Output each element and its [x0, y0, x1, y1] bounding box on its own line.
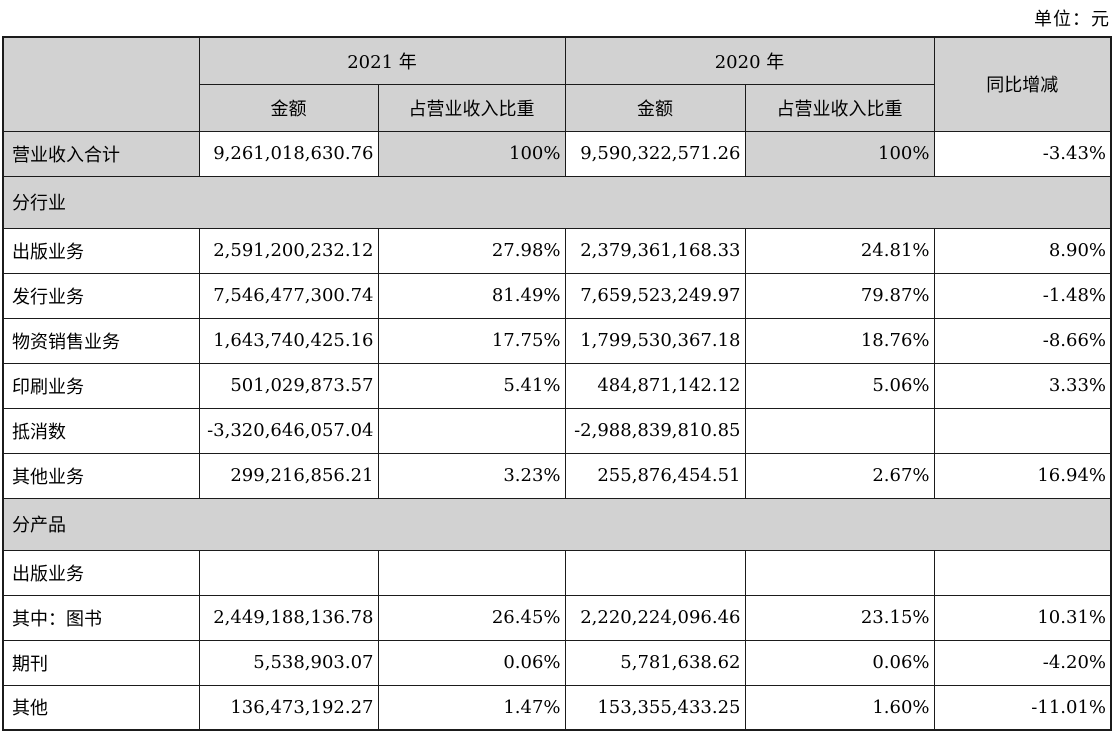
ratio-2021: 100% — [377, 130, 566, 177]
yoy-value: -4.20% — [933, 639, 1112, 686]
amount-2021: 1,643,740,425.16 — [198, 317, 379, 364]
ratio-2021: 81.49% — [377, 272, 566, 319]
row-label: 其中：图书 — [2, 594, 200, 641]
ratio-2021: 3.23% — [377, 452, 566, 499]
section-label: 分产品 — [2, 497, 1112, 551]
table-row: 出版业务 — [2, 549, 1112, 596]
yoy-value — [933, 407, 1112, 454]
year-2020-header: 2020 年 — [564, 36, 935, 85]
table-row: 营业收入合计 9,261,018,630.76 100% 9,590,322,571.… — [2, 130, 1112, 177]
yoy-value: -1.48% — [933, 272, 1112, 319]
amount-2020: 1,799,530,367.18 — [564, 317, 746, 364]
amount-2021 — [198, 549, 379, 596]
table-row: 出版业务 2,591,200,232.12 27.98% 2,379,361,168.… — [2, 227, 1112, 274]
ratio-2020: 24.81% — [744, 227, 935, 274]
amount-2020: 7,659,523,249.97 — [564, 272, 746, 319]
ratio-2020: 18.76% — [744, 317, 935, 364]
amount-2021: 299,216,856.21 — [198, 452, 379, 499]
row-label: 印刷业务 — [2, 362, 200, 409]
amount-2020 — [564, 549, 746, 596]
ratio-2021: 26.45% — [377, 594, 566, 641]
amount-2021: 5,538,903.07 — [198, 639, 379, 686]
amount-2021: 2,591,200,232.12 — [198, 227, 379, 274]
header-row-measures: 金额 占营业收入比重 金额 占营业收入比重 — [3, 83, 1111, 132]
ratio-2021: 17.75% — [377, 317, 566, 364]
ratio-2020: 23.15% — [744, 594, 935, 641]
ratio-2020 — [744, 407, 935, 454]
yoy-value: 10.31% — [933, 594, 1112, 641]
ratio-2020: 5.06% — [744, 362, 935, 409]
row-label: 其他 — [2, 684, 200, 731]
amount-2020: -2,988,839,810.85 — [564, 407, 746, 454]
ratio-2020: 2.67% — [744, 452, 935, 499]
section-row: 分行业 — [2, 175, 1112, 229]
amount-2020: 2,220,224,096.46 — [564, 594, 746, 641]
row-label: 出版业务 — [2, 549, 200, 596]
ratio-2021: 27.98% — [377, 227, 566, 274]
yoy-value: -8.66% — [933, 317, 1112, 364]
table-row: 物资销售业务 1,643,740,425.16 17.75% 1,799,530,36… — [2, 317, 1112, 364]
table-body: 营业收入合计 9,261,018,630.76 100% 9,590,322,571.… — [2, 130, 1112, 731]
revenue-breakdown-table: 2021 年 2020 年 同比增减 金额 占营业收入比重 金额 占营业收入比重… — [2, 36, 1112, 731]
table-row: 抵消数 -3,320,646,057.04 -2,988,839,810.85 — [2, 407, 1112, 454]
yoy-value — [933, 549, 1112, 596]
row-label: 营业收入合计 — [2, 130, 200, 177]
header-row-years: 2021 年 2020 年 同比增减 — [2, 36, 1112, 132]
table-row: 其他业务 299,216,856.21 3.23% 255,876,454.51 2.6… — [2, 452, 1112, 499]
yoy-value: 16.94% — [933, 452, 1112, 499]
amount-2020: 153,355,433.25 — [564, 684, 746, 731]
amount-2020: 255,876,454.51 — [564, 452, 746, 499]
table-row: 印刷业务 501,029,873.57 5.41% 484,871,142.12 5.0… — [2, 362, 1112, 409]
unit-row: 单位：元 — [0, 0, 1120, 36]
table-row: 发行业务 7,546,477,300.74 81.49% 7,659,523,249.… — [2, 272, 1112, 319]
yoy-value: -11.01% — [933, 684, 1112, 731]
row-label: 其他业务 — [2, 452, 200, 499]
ratio-2021 — [377, 549, 566, 596]
ratio-2021: 1.47% — [377, 684, 566, 731]
ratio-2020: 79.87% — [744, 272, 935, 319]
amount-2021: 136,473,192.27 — [198, 684, 379, 731]
ratio-2021: 0.06% — [377, 639, 566, 686]
unit-label: 单位：元 — [1034, 9, 1110, 30]
amount-2020: 484,871,142.12 — [564, 362, 746, 409]
ratio-2020-header: 占营业收入比重 — [744, 83, 935, 132]
ratio-2021 — [377, 407, 566, 454]
amount-2021: 501,029,873.57 — [198, 362, 379, 409]
amount-2021-header: 金额 — [198, 83, 379, 132]
ratio-2020 — [744, 549, 935, 596]
ratio-2020: 1.60% — [744, 684, 935, 731]
amount-2020-header: 金额 — [564, 83, 746, 132]
row-label: 发行业务 — [2, 272, 200, 319]
amount-2021: -3,320,646,057.04 — [198, 407, 379, 454]
table-row: 其中：图书 2,449,188,136.78 26.45% 2,220,224,096… — [2, 594, 1112, 641]
yoy-header: 同比增减 — [933, 36, 1112, 132]
amount-2020: 2,379,361,168.33 — [564, 227, 746, 274]
year-2021-header: 2021 年 — [198, 36, 566, 85]
table-header: 2021 年 2020 年 同比增减 金额 占营业收入比重 金额 占营业收入比重 — [2, 36, 1112, 132]
ratio-2021: 5.41% — [377, 362, 566, 409]
row-label: 出版业务 — [2, 227, 200, 274]
row-label: 物资销售业务 — [2, 317, 200, 364]
section-row: 分产品 — [2, 497, 1112, 551]
amount-2020: 9,590,322,571.26 — [564, 130, 746, 177]
table-row: 其他 136,473,192.27 1.47% 153,355,433.25 1.60%… — [2, 684, 1112, 731]
yoy-value: -3.43% — [933, 130, 1112, 177]
corner-cell — [2, 36, 200, 132]
row-label: 期刊 — [2, 639, 200, 686]
section-label: 分行业 — [2, 175, 1112, 229]
ratio-2021-header: 占营业收入比重 — [377, 83, 566, 132]
amount-2021: 7,546,477,300.74 — [198, 272, 379, 319]
amount-2020: 5,781,638.62 — [564, 639, 746, 686]
ratio-2020: 0.06% — [744, 639, 935, 686]
yoy-value: 3.33% — [933, 362, 1112, 409]
row-label: 抵消数 — [2, 407, 200, 454]
ratio-2020: 100% — [744, 130, 935, 177]
table-row: 期刊 5,538,903.07 0.06% 5,781,638.62 0.06% -4.2… — [2, 639, 1112, 686]
yoy-value: 8.90% — [933, 227, 1112, 274]
amount-2021: 2,449,188,136.78 — [198, 594, 379, 641]
amount-2021: 9,261,018,630.76 — [198, 130, 379, 177]
